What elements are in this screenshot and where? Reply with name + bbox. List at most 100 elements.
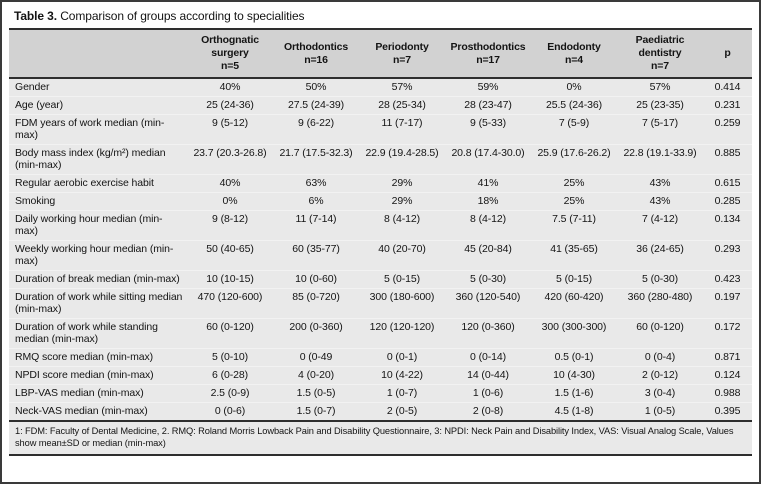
table-row: Body mass index (kg/m²) median (min-max)…	[9, 144, 752, 175]
p-value: 0.124	[703, 365, 752, 385]
column-header: Paediatric dentistry n=7	[617, 30, 703, 80]
p-value: 0.134	[703, 210, 752, 241]
table-header: Orthognatic surgery n=5 Orthodontics n=16 Pe…	[9, 30, 752, 80]
table-row: NPDI score median (min-max) 6 (0-28) 4 (0-…	[9, 365, 752, 385]
cell-value: 1.5 (0-7)	[273, 401, 359, 420]
cell-value: 57%	[649, 81, 671, 94]
cell-value: 120 (0-360)	[445, 317, 531, 349]
cell-value: 1.5 (1-6)	[531, 383, 617, 403]
cell-value: 1 (0-5)	[617, 401, 703, 420]
header-empty-cell	[9, 30, 187, 80]
cell-value: 25 (24-36)	[187, 96, 273, 115]
column-header: Prosthodontics n=17	[445, 30, 531, 80]
cell-value: 0%	[187, 192, 273, 211]
p-value: 0.172	[703, 317, 752, 349]
table-row: Duration of work while sitting median (m…	[9, 287, 752, 319]
p-value: 0.414	[714, 81, 741, 94]
table-row: Daily working hour median (min-max) 9 (8-…	[9, 210, 752, 241]
table-title: Table 3. Comparison of groups according …	[9, 7, 752, 30]
row-label: Smoking	[9, 192, 187, 211]
cell-value: 3 (0-4)	[617, 383, 703, 403]
row-label: Regular aerobic exercise habit	[9, 174, 187, 193]
column-header: Orthodontics n=16	[273, 30, 359, 80]
table-row: Gender 40% 50% 57% 59% 0% 57% 0.414	[9, 78, 752, 96]
cell-value: 36 (24-65)	[617, 240, 703, 271]
p-value: 0.885	[703, 144, 752, 175]
p-value: 0.197	[703, 287, 752, 319]
cell-value: 10 (4-30)	[531, 365, 617, 385]
cell-value: 5 (0-30)	[445, 270, 531, 289]
cell-value: 4.5 (1-8)	[531, 401, 617, 420]
cell-value: 85 (0-720)	[273, 287, 359, 319]
table-row: Neck-VAS median (min-max) 0 (0-6) 1.5 (0-7…	[9, 401, 752, 420]
p-value: 0.285	[703, 192, 752, 211]
cell-value: 8 (4-12)	[445, 210, 531, 241]
cell-value: 0 (0-4)	[617, 347, 703, 367]
cell-value: 360 (280-480)	[617, 287, 703, 319]
cell-value: 40%	[219, 81, 241, 94]
cell-value: 5 (0-30)	[617, 270, 703, 289]
cell-value: 27.5 (24-39)	[273, 96, 359, 115]
cell-value: 5 (0-10)	[187, 347, 273, 367]
cell-value: 1 (0-6)	[445, 383, 531, 403]
cell-value: 23.7 (20.3-26.8)	[187, 144, 273, 175]
column-header: Endodonty n=4	[531, 30, 617, 80]
cell-value: 25 (23-35)	[617, 96, 703, 115]
row-label: Daily working hour median (min-max)	[9, 210, 187, 241]
cell-value: 7 (5-17)	[617, 114, 703, 145]
table-row: Smoking 0% 6% 29% 18% 25% 43% 0.285	[9, 192, 752, 211]
p-value: 0.259	[703, 114, 752, 145]
cell-value: 0 (0-1)	[359, 347, 445, 367]
cell-value: 60 (35-77)	[273, 240, 359, 271]
cell-value: 0 (0-49	[273, 347, 359, 367]
cell-value: 200 (0-360)	[273, 317, 359, 349]
cell-value: 1 (0-7)	[359, 383, 445, 403]
cell-value: 43%	[617, 192, 703, 211]
cell-value: 10 (10-15)	[187, 270, 273, 289]
cell-value: 300 (180-600)	[359, 287, 445, 319]
cell-value: 21.7 (17.5-32.3)	[273, 144, 359, 175]
p-value: 0.615	[703, 174, 752, 193]
p-value: 0.231	[703, 96, 752, 115]
cell-value: 45 (20-84)	[445, 240, 531, 271]
cell-value: 28 (23-47)	[445, 96, 531, 115]
row-label: NPDI score median (min-max)	[9, 365, 187, 385]
table-footnote: 1: FDM: Faculty of Dental Medicine, 2. R…	[9, 419, 752, 456]
row-label: Duration of work while standing median (…	[9, 317, 187, 349]
row-label: Neck-VAS median (min-max)	[9, 401, 187, 420]
row-label: RMQ score median (min-max)	[9, 347, 187, 367]
cell-value: 9 (8-12)	[187, 210, 273, 241]
cell-value: 22.8 (19.1-33.9)	[617, 144, 703, 175]
row-label: Duration of work while sitting median (m…	[9, 287, 187, 319]
p-value: 0.871	[703, 347, 752, 367]
row-label: FDM years of work median (min-max)	[9, 114, 187, 145]
cell-value: 25%	[531, 192, 617, 211]
cell-value: 300 (300-300)	[531, 317, 617, 349]
cell-value: 2.5 (0-9)	[187, 383, 273, 403]
column-header: Orthognatic surgery n=5	[187, 30, 273, 80]
cell-value: 2 (0-12)	[617, 365, 703, 385]
cell-value: 470 (120-600)	[187, 287, 273, 319]
table-row: FDM years of work median (min-max) 9 (5-1…	[9, 114, 752, 145]
cell-value: 5 (0-15)	[359, 270, 445, 289]
cell-value: 9 (5-12)	[187, 114, 273, 145]
cell-value: 50%	[305, 81, 327, 94]
cell-value: 25.5 (24-36)	[531, 96, 617, 115]
cell-value: 9 (6-22)	[273, 114, 359, 145]
cell-value: 1.5 (0-5)	[273, 383, 359, 403]
header-row: Orthognatic surgery n=5 Orthodontics n=16 Pe…	[9, 30, 752, 80]
cell-value: 10 (0-60)	[273, 270, 359, 289]
cell-value: 2 (0-5)	[359, 401, 445, 420]
cell-value: 6%	[273, 192, 359, 211]
cell-value: 22.9 (19.4-28.5)	[359, 144, 445, 175]
cell-value: 14 (0-44)	[445, 365, 531, 385]
table-row: Duration of break median (min-max) 10 (10…	[9, 270, 752, 289]
cell-value: 7 (4-12)	[617, 210, 703, 241]
cell-value: 43%	[617, 174, 703, 193]
cell-value: 360 (120-540)	[445, 287, 531, 319]
row-label: Duration of break median (min-max)	[9, 270, 187, 289]
cell-value: 29%	[359, 192, 445, 211]
p-value: 0.395	[703, 401, 752, 420]
cell-value: 57%	[391, 81, 413, 94]
